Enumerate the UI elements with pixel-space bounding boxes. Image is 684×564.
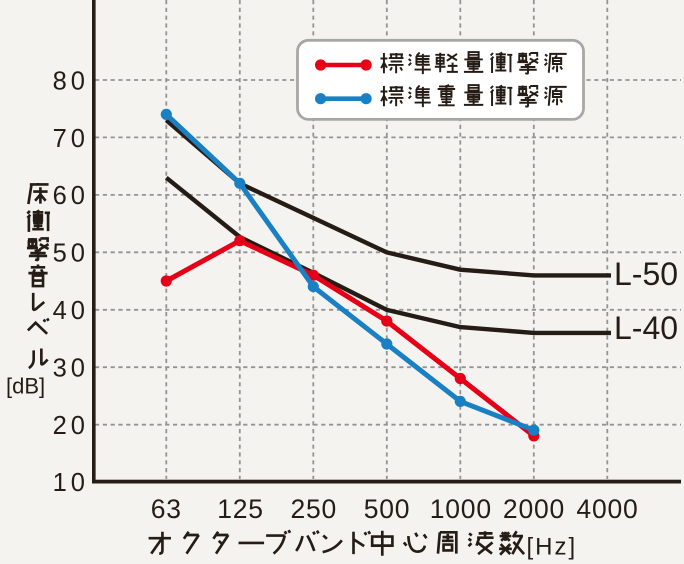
- svg-text:50: 50: [53, 240, 89, 268]
- svg-text:80: 80: [53, 67, 89, 95]
- svg-text:1000: 1000: [430, 494, 492, 524]
- svg-text:L-40: L-40: [614, 310, 678, 346]
- svg-text:20: 20: [53, 412, 89, 440]
- svg-text:L-50: L-50: [614, 256, 678, 292]
- svg-text:[dB]: [dB]: [6, 374, 45, 399]
- svg-text:60: 60: [53, 182, 89, 210]
- svg-text:40: 40: [53, 297, 89, 325]
- svg-text:63: 63: [151, 494, 182, 524]
- svg-text:2000: 2000: [503, 494, 565, 524]
- svg-text:70: 70: [53, 125, 89, 153]
- svg-text:250: 250: [290, 494, 337, 524]
- svg-text:125: 125: [217, 494, 264, 524]
- svg-text:30: 30: [53, 355, 89, 383]
- svg-text:500: 500: [364, 494, 411, 524]
- svg-text:[Hz]: [Hz]: [527, 534, 578, 561]
- svg-text:10: 10: [53, 469, 89, 497]
- svg-text:4000: 4000: [576, 494, 638, 524]
